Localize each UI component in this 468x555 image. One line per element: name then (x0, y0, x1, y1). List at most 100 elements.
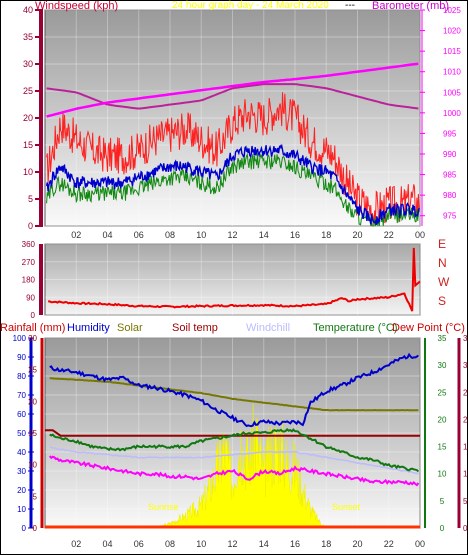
x-tick-label: 16 (290, 230, 300, 240)
humidity-tick-label: 50 (17, 429, 26, 438)
legend-soil-temp: Soil temp (172, 322, 218, 334)
rainfall-tick-label: 25 (28, 366, 37, 375)
y-tick-label: 35 (23, 32, 33, 42)
y-tick-label: 0 (31, 311, 36, 320)
humidity-tick-label: 30 (17, 467, 26, 476)
dew-point-series (48, 455, 420, 487)
compass-label: N (438, 256, 447, 270)
rainfall-tick-label: 30 (28, 334, 37, 343)
humidity-series (49, 352, 419, 428)
direction-grid (45, 243, 421, 316)
solar-series (49, 377, 419, 412)
y2-tick-label: 1015 (443, 47, 461, 56)
average-series (45, 143, 420, 225)
barometer-axis-title: Barometer (mb) (372, 0, 449, 12)
x-tick-label: 02 (71, 230, 81, 240)
y2-tick-label: 990 (443, 150, 457, 159)
rainfall-tick-label: 5 (33, 492, 38, 501)
direction-series (48, 247, 421, 312)
compass-label: W (438, 275, 450, 289)
rainfall-tick-label: 15 (28, 429, 37, 438)
rainfall-tick-label: 0 (33, 524, 38, 533)
x-tick-label: 02 (71, 539, 81, 549)
y-tick-label: 40 (23, 5, 33, 15)
temperature-tick-label: 35 (438, 334, 447, 343)
dewpoint-tick-label: 10 (463, 470, 468, 479)
temperature-tick-label: 5 (440, 497, 445, 506)
wind-axes: 02 04 06 08 10 12 14 16 18 20 22 000510152025303540… (23, 5, 461, 240)
x-tick-label: 16 (290, 539, 300, 549)
legend-humidity: Humidity (67, 322, 110, 334)
y2-tick-label: 1000 (443, 109, 461, 118)
windspeed-axis-title: Windspeed (kph) (35, 0, 118, 12)
temperature-axes: 02 04 06 08 10 12 14 16 18 20 22 000102030405060708… (13, 334, 468, 549)
temperature-tick-label: 10 (438, 470, 447, 479)
dewpoint-tick-label: 0 (463, 524, 468, 533)
compass-label: S (438, 294, 446, 308)
dewpoint-tick-label: 15 (463, 443, 468, 452)
y-tick-label: 360 (22, 240, 36, 249)
humidity-tick-label: 90 (17, 353, 26, 362)
x-tick-label: 22 (384, 230, 394, 240)
y-tick-label: 15 (23, 140, 33, 150)
rainfall-tick-label: 20 (28, 397, 37, 406)
y2-tick-label: 975 (443, 212, 457, 221)
temperature-tick-label: 20 (438, 415, 447, 424)
dewpoint-tick-label: 35 (463, 334, 468, 343)
temperature-tick-label: 15 (438, 443, 447, 452)
y2-tick-label: 980 (443, 191, 457, 200)
y2-tick-label: 1020 (443, 27, 461, 36)
humidity-tick-label: 0 (22, 524, 27, 533)
x-tick-label: 12 (227, 230, 237, 240)
x-tick-label: 14 (259, 230, 269, 240)
y-tick-label: 10 (23, 167, 33, 177)
x-tick-label: 20 (352, 539, 362, 549)
y-tick-label: 5 (28, 194, 33, 204)
y2-tick-label: 985 (443, 171, 457, 180)
x-tick-label: 18 (321, 539, 331, 549)
y2-tick-label: 1010 (443, 68, 461, 77)
windchill-series (49, 446, 419, 475)
temperature-tick-label: 30 (438, 361, 447, 370)
humidity-tick-label: 60 (17, 410, 26, 419)
y-tick-label: 20 (23, 113, 33, 123)
y2-tick-label: 1025 (443, 6, 461, 15)
legend-windchill: Windchill (246, 322, 290, 334)
sunset-label: Sunset (332, 502, 361, 512)
temperature-series (49, 428, 420, 473)
x-tick-label: 08 (165, 539, 175, 549)
temperature-series (45, 352, 420, 529)
x-tick-label: 00 (415, 539, 425, 549)
temperature-tick-label: 0 (440, 524, 445, 533)
direction-axis-bar (39, 244, 43, 315)
gust-series (46, 92, 420, 227)
x-tick-label: 18 (321, 230, 331, 240)
solar-radiation-area (154, 403, 327, 529)
barometer-trend-series (46, 62, 419, 118)
direction-panel-bg (44, 243, 421, 316)
dewpoint-tick-label: 5 (463, 497, 468, 506)
humidity-tick-label: 70 (17, 391, 26, 400)
humidity-tick-label: 100 (13, 334, 27, 343)
y2-tick-label: 995 (443, 129, 457, 138)
humidity-tick-label: 20 (17, 486, 26, 495)
temperature-tick-label: 25 (438, 388, 447, 397)
humidity-tick-label: 40 (17, 448, 26, 457)
y2-tick-label: 1005 (443, 88, 461, 97)
barometer-series (46, 83, 419, 110)
x-tick-label: 04 (102, 230, 112, 240)
title-suffix: --- (345, 0, 355, 11)
x-tick-label: 22 (384, 539, 394, 549)
y-tick-label: 30 (23, 59, 33, 69)
legend-rainfall: Rainfall (mm) (0, 322, 65, 334)
x-tick-label: 06 (134, 539, 144, 549)
legend-dew-point: Dew Point (°C) (392, 322, 465, 334)
y-tick-label: 0 (28, 221, 33, 231)
x-tick-label: 10 (196, 539, 206, 549)
legend-temperature: Temperature (°C) (313, 322, 397, 334)
humidity-tick-label: 80 (17, 372, 26, 381)
dewpoint-tick-label: 20 (463, 415, 468, 424)
